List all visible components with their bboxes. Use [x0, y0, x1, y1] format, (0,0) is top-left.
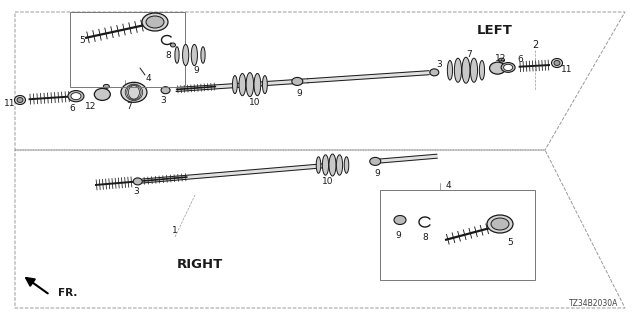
Ellipse shape — [146, 16, 164, 28]
Polygon shape — [176, 79, 308, 92]
Ellipse shape — [254, 74, 260, 96]
Text: 4: 4 — [445, 180, 451, 189]
Ellipse shape — [68, 91, 84, 102]
Ellipse shape — [501, 62, 515, 72]
Text: 11: 11 — [561, 65, 573, 74]
Text: 2: 2 — [532, 40, 538, 50]
Text: 6: 6 — [517, 55, 523, 64]
Ellipse shape — [554, 60, 560, 66]
Text: 3: 3 — [161, 96, 166, 105]
Polygon shape — [380, 154, 437, 163]
Ellipse shape — [239, 74, 246, 96]
Text: 3: 3 — [436, 60, 442, 69]
Bar — [70, 12, 185, 87]
Text: 3: 3 — [133, 187, 139, 196]
Ellipse shape — [394, 215, 406, 225]
Polygon shape — [308, 71, 429, 83]
Ellipse shape — [191, 44, 197, 66]
Text: 12: 12 — [495, 54, 506, 63]
Ellipse shape — [316, 157, 321, 173]
Ellipse shape — [499, 58, 504, 62]
Ellipse shape — [182, 44, 189, 66]
Ellipse shape — [232, 76, 237, 93]
Text: 8: 8 — [422, 233, 428, 242]
Text: FR.: FR. — [58, 288, 77, 298]
Ellipse shape — [142, 13, 168, 31]
Ellipse shape — [323, 155, 329, 175]
Ellipse shape — [17, 98, 23, 102]
Text: TZ34B2030A: TZ34B2030A — [568, 299, 618, 308]
Text: 7: 7 — [126, 102, 132, 111]
Ellipse shape — [454, 58, 461, 82]
Ellipse shape — [71, 93, 81, 100]
Ellipse shape — [504, 64, 513, 71]
Bar — [380, 190, 535, 280]
Ellipse shape — [15, 95, 26, 105]
Text: 9: 9 — [193, 66, 199, 75]
Text: 10: 10 — [249, 98, 260, 107]
Text: LEFT: LEFT — [477, 23, 513, 36]
Polygon shape — [142, 164, 323, 183]
Text: 4: 4 — [145, 74, 151, 83]
Ellipse shape — [344, 157, 349, 173]
Ellipse shape — [121, 82, 147, 102]
Text: 7: 7 — [466, 50, 472, 59]
Ellipse shape — [329, 154, 336, 176]
Ellipse shape — [262, 76, 268, 93]
Text: 5: 5 — [79, 36, 85, 44]
Ellipse shape — [201, 47, 205, 63]
Ellipse shape — [491, 218, 509, 230]
Text: 9: 9 — [296, 89, 302, 98]
Ellipse shape — [487, 215, 513, 233]
Ellipse shape — [470, 58, 477, 82]
Ellipse shape — [161, 87, 170, 94]
Ellipse shape — [479, 60, 484, 80]
Ellipse shape — [103, 84, 109, 88]
Ellipse shape — [246, 73, 253, 97]
Ellipse shape — [462, 57, 470, 83]
Ellipse shape — [175, 47, 179, 63]
Text: 9: 9 — [374, 169, 380, 178]
Ellipse shape — [337, 155, 342, 175]
Text: 11: 11 — [4, 99, 16, 108]
Ellipse shape — [490, 62, 506, 74]
Ellipse shape — [133, 178, 142, 185]
Ellipse shape — [170, 43, 175, 47]
Text: 6: 6 — [69, 104, 75, 113]
Text: 12: 12 — [84, 102, 96, 111]
Text: RIGHT: RIGHT — [177, 259, 223, 271]
Ellipse shape — [447, 60, 452, 80]
Ellipse shape — [430, 69, 439, 76]
Text: 9: 9 — [395, 230, 401, 239]
Text: 1: 1 — [172, 226, 178, 235]
Text: 10: 10 — [322, 177, 333, 186]
Text: 8: 8 — [165, 51, 171, 60]
Text: 5: 5 — [507, 237, 513, 246]
Ellipse shape — [292, 77, 303, 85]
Ellipse shape — [552, 59, 563, 68]
Ellipse shape — [94, 88, 110, 100]
Ellipse shape — [370, 157, 381, 165]
